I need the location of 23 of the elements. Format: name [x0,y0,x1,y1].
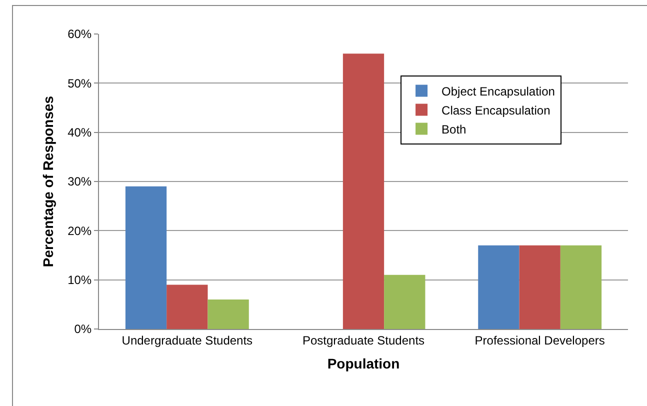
x-axis-title: Population [327,356,400,372]
bar [519,245,560,329]
bar [560,245,602,329]
legend-label: Class Encapsulation [442,103,550,118]
y-axis-title: Percentage of Responses [40,96,56,268]
y-tick-label: 30% [68,174,92,189]
y-tick-label: 10% [68,273,92,288]
y-tick-label: 60% [68,27,92,42]
x-tick-label: Undergraduate Students [122,333,253,348]
bar [166,284,208,329]
bar [478,245,520,329]
y-tick-label: 40% [68,126,92,140]
legend-label: Object Encapsulation [442,84,555,98]
bar [208,300,249,329]
x-tick-label: Postgraduate Students [302,333,425,348]
y-tick-label: 50% [68,76,92,90]
y-tick-label: 20% [68,224,92,238]
bar [384,274,426,329]
legend-label: Both [442,122,466,136]
bar [342,54,384,329]
x-tick-label: Professional Developers [474,333,605,348]
y-tick-label: 0% [74,322,92,336]
bar [125,186,167,329]
